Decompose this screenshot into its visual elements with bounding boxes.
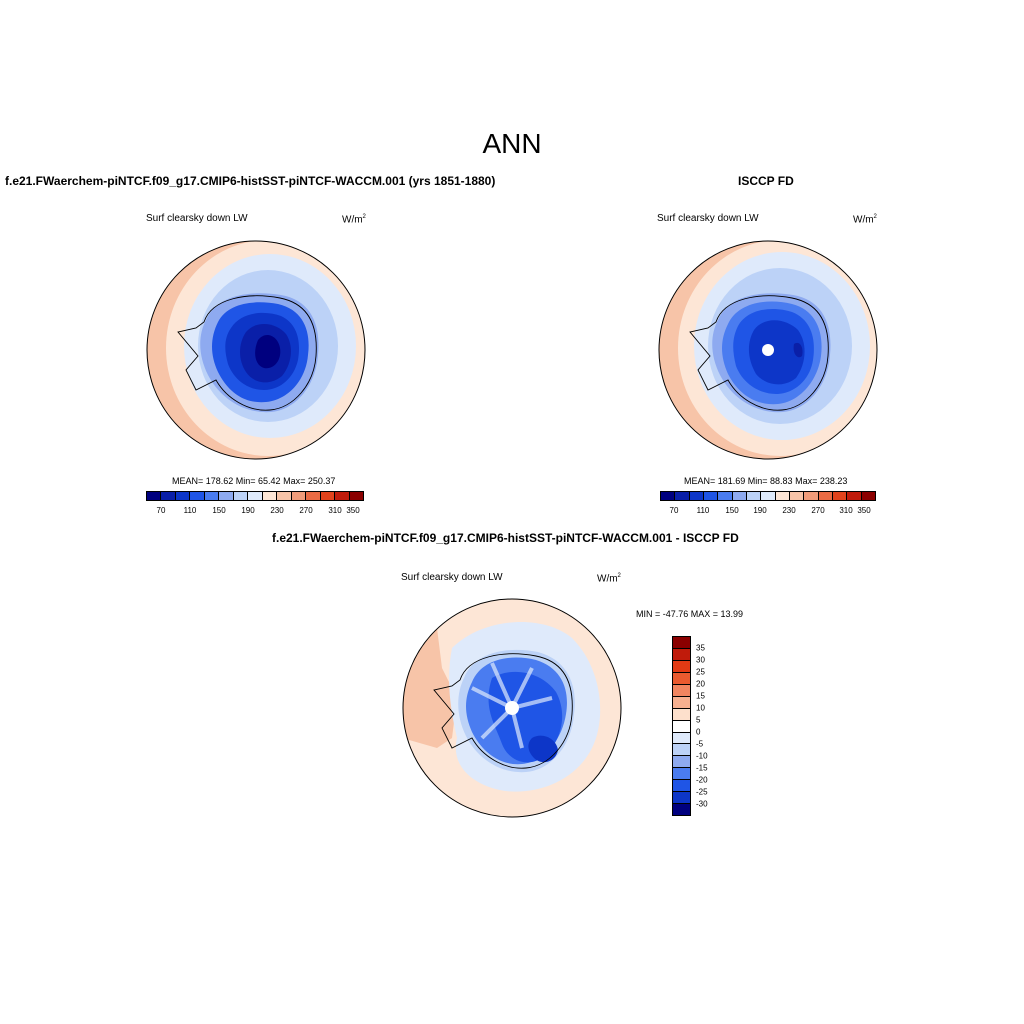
diff-variable-label: Surf clearsky down LW bbox=[401, 572, 503, 583]
diff-panel-title: f.e21.FWaerchem-piNTCF.f09_g17.CMIP6-his… bbox=[272, 531, 739, 545]
cbar-label: 230 bbox=[782, 506, 796, 515]
cbar-label: 150 bbox=[725, 506, 739, 515]
cbar-label: 270 bbox=[811, 506, 825, 515]
cbar-label: 350 bbox=[346, 506, 360, 515]
cbar-label: 20 bbox=[696, 679, 705, 689]
cbar-label: 310 bbox=[839, 506, 853, 515]
obs-panel-title: ISCCP FD bbox=[738, 174, 794, 188]
cbar-label: 0 bbox=[696, 727, 701, 737]
cbar-label: -10 bbox=[696, 751, 708, 761]
diff-polar-map bbox=[402, 598, 622, 818]
obs-stats: MEAN= 181.69 Min= 88.83 Max= 238.23 bbox=[684, 476, 848, 486]
cbar-label: -20 bbox=[696, 775, 708, 785]
cbar-label: 150 bbox=[212, 506, 226, 515]
cbar-label: 230 bbox=[270, 506, 284, 515]
diff-stats: MIN = -47.76 MAX = 13.99 bbox=[636, 609, 744, 619]
cbar-label: -15 bbox=[696, 763, 708, 773]
cbar-label: 270 bbox=[299, 506, 313, 515]
cbar-label: 25 bbox=[696, 667, 705, 677]
model-stats: MEAN= 178.62 Min= 65.42 Max= 250.37 bbox=[172, 476, 336, 486]
cbar-label: 190 bbox=[241, 506, 255, 515]
model-units-label: W/m2 bbox=[342, 214, 366, 226]
cbar-label: 5 bbox=[696, 715, 701, 725]
cbar-label: 15 bbox=[696, 691, 705, 701]
cbar-label: 310 bbox=[328, 506, 342, 515]
obs-colorbar bbox=[660, 491, 876, 501]
cbar-label: 350 bbox=[857, 506, 871, 515]
cbar-label: 70 bbox=[669, 506, 679, 515]
cbar-label: 190 bbox=[753, 506, 767, 515]
cbar-label: -5 bbox=[696, 739, 704, 749]
obs-units-label: W/m2 bbox=[853, 214, 877, 226]
cbar-label: -25 bbox=[696, 787, 708, 797]
cbar-label: 10 bbox=[696, 703, 705, 713]
cbar-label: 70 bbox=[156, 506, 166, 515]
obs-polar-map bbox=[658, 240, 878, 460]
cbar-label: 110 bbox=[696, 506, 710, 515]
cbar-label: 110 bbox=[183, 506, 197, 515]
main-title: ANN bbox=[482, 128, 542, 159]
model-polar-map bbox=[146, 240, 366, 460]
cbar-label: 30 bbox=[696, 655, 705, 665]
diff-colorbar-labels: 35 30 25 20 15 10 5 0 -5 -10 -15 -20 -25… bbox=[696, 636, 726, 816]
model-colorbar bbox=[146, 491, 364, 501]
obs-variable-label: Surf clearsky down LW bbox=[657, 213, 759, 224]
diff-units-label: W/m2 bbox=[597, 573, 621, 585]
cbar-label: 35 bbox=[696, 643, 705, 653]
model-panel-title: f.e21.FWaerchem-piNTCF.f09_g17.CMIP6-his… bbox=[5, 174, 496, 188]
obs-colorbar-labels: 70 110 150 190 230 270 310 350 bbox=[660, 506, 876, 516]
model-colorbar-labels: 70 110 150 190 230 270 310 350 bbox=[146, 506, 364, 516]
model-variable-label: Surf clearsky down LW bbox=[146, 213, 248, 224]
cbar-label: -30 bbox=[696, 799, 708, 809]
diff-colorbar bbox=[672, 636, 691, 816]
